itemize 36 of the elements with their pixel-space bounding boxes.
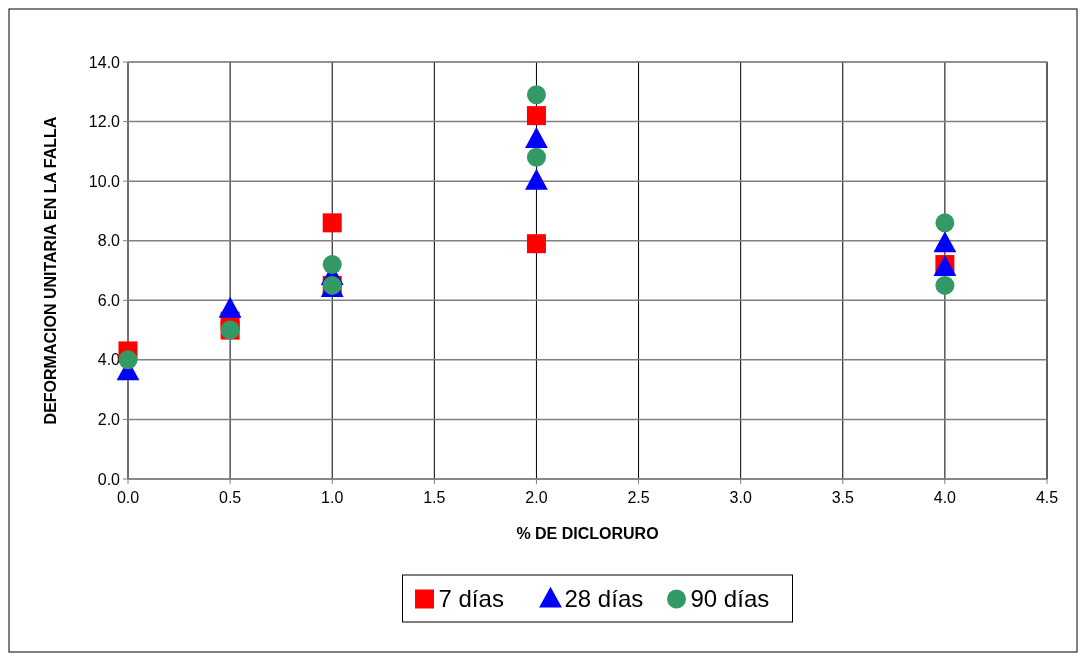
point xyxy=(526,147,546,167)
x-tick-label: 1.5 xyxy=(423,489,446,506)
y-tick-label: 8.0 xyxy=(97,232,121,250)
legend-label: 7 días xyxy=(438,585,504,613)
point xyxy=(218,296,242,318)
point xyxy=(935,213,955,233)
x-tick-label: 0.5 xyxy=(218,489,242,506)
x-tick-label: 3.5 xyxy=(831,489,854,506)
point xyxy=(322,213,342,233)
x-tick-label: 1.0 xyxy=(321,489,344,506)
point xyxy=(525,127,548,148)
x-tick-label: 4.5 xyxy=(1035,489,1059,506)
y-tick-label: 4.0 xyxy=(97,351,121,369)
legend-label: 90 días xyxy=(690,585,770,613)
y-tick-label: 12.0 xyxy=(88,113,121,131)
y-axis-title: DEFORMACION UNITARIA EN LA FALLA xyxy=(42,116,59,425)
y-tick-label: 10.0 xyxy=(88,172,121,190)
point xyxy=(935,275,955,295)
y-tick-label: 14.0 xyxy=(88,53,121,71)
x-tick-label: 4.0 xyxy=(933,489,957,506)
point xyxy=(322,255,342,275)
point xyxy=(526,85,546,105)
x-tick-label: 2.0 xyxy=(525,489,548,506)
point xyxy=(526,106,546,126)
point xyxy=(933,231,957,253)
y-tick-label: 2.0 xyxy=(97,411,121,429)
point xyxy=(526,234,546,254)
x-tick-label: 2.5 xyxy=(627,489,650,506)
point xyxy=(118,350,138,370)
y-tick-label: 0.0 xyxy=(97,470,121,488)
legend-label: 28 días xyxy=(564,585,644,613)
x-tick-label: 3.0 xyxy=(729,489,752,506)
point xyxy=(525,168,548,190)
x-tick-label: 0.0 xyxy=(116,489,140,506)
y-tick-label: 6.0 xyxy=(97,291,121,309)
x-axis-title: % DE DICLORURO xyxy=(516,525,659,542)
